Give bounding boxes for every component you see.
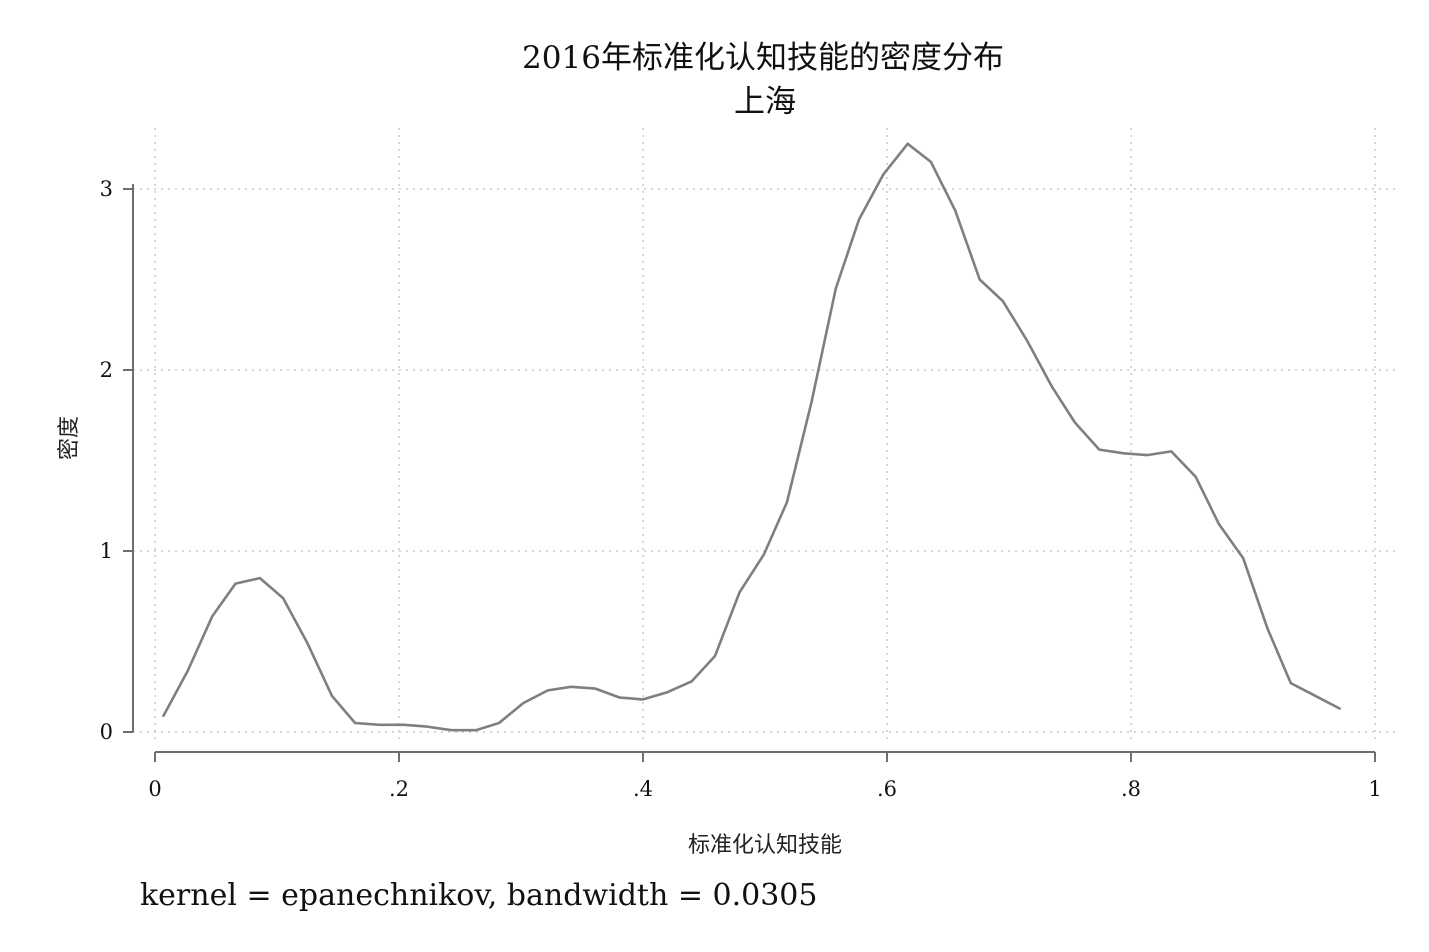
y-tick-label-3: 3: [100, 177, 113, 201]
y-axis-ticks: 0 1 2 3: [100, 177, 133, 744]
x-tick-label-4: .8: [1121, 777, 1141, 801]
density-line-0: [162, 142, 1341, 732]
x-tick-label-5: 1: [1368, 777, 1381, 801]
y-tick-label-1: 1: [100, 539, 113, 563]
kernel-note: kernel = epanechnikov, bandwidth = 0.030…: [140, 878, 817, 913]
x-axis-label: 标准化认知技能: [688, 833, 842, 858]
y-tick-label-2: 2: [100, 358, 113, 382]
y-tick-label-0: 0: [100, 720, 113, 744]
chart-subtitle: 上海: [734, 84, 796, 120]
chart-title: 2016年标准化认知技能的密度分布: [522, 40, 1004, 76]
x-tick-label-0: 0: [148, 777, 161, 801]
x-axis-ticks: 0 .2 .4 .6 .8 1: [148, 752, 1382, 801]
y-axis-label: 密度: [57, 416, 82, 460]
x-tick-label-1: .2: [389, 777, 409, 801]
gridlines: [133, 128, 1395, 740]
x-tick-label-3: .6: [877, 777, 897, 801]
x-tick-label-2: .4: [633, 777, 653, 801]
series-layer: [162, 142, 1341, 732]
